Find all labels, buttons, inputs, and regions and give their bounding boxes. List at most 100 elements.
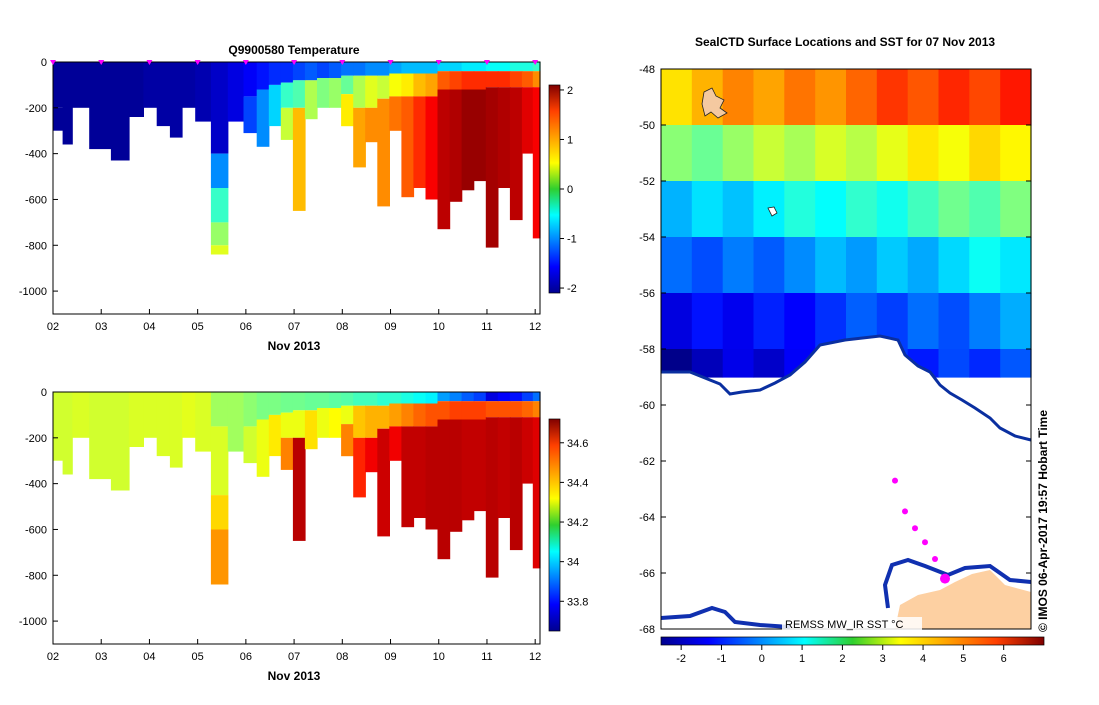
- section-cell: [353, 62, 366, 76]
- map-y-tick-label: -58: [639, 344, 655, 356]
- section-cell: [353, 437, 366, 498]
- y-tick-label: -1000: [19, 286, 47, 298]
- section-cell: [521, 401, 534, 418]
- section-cell: [377, 62, 390, 76]
- sst-cell: [691, 181, 724, 238]
- section-cell: [341, 75, 354, 94]
- x-tick-label: 05: [192, 651, 204, 663]
- section-cell: [437, 71, 451, 90]
- section-cell: [425, 403, 439, 427]
- section-cell: [377, 75, 390, 99]
- seal-position-dot: [922, 539, 928, 546]
- section-cell: [243, 62, 258, 97]
- section-cell: [509, 401, 523, 418]
- x-tick-label: 12: [529, 321, 541, 333]
- temperature-plot-frame: [52, 61, 541, 315]
- section-cell: [473, 392, 487, 402]
- section-cell: [353, 392, 366, 406]
- section-cell: [341, 94, 354, 127]
- sst-cell: [938, 69, 970, 126]
- sst-cell: [846, 125, 878, 182]
- salinity-cells: [53, 392, 541, 585]
- map-colorbar: [660, 636, 1045, 646]
- section-cell: [169, 392, 183, 468]
- section-cell: [401, 62, 415, 74]
- section-cell: [449, 62, 463, 72]
- x-tick-label: 10: [433, 321, 445, 333]
- map-colorbar-tick-label: 2: [839, 653, 845, 665]
- sst-cell: [722, 293, 755, 350]
- colorbar-tick-label: 1: [567, 134, 573, 146]
- section-cell: [461, 71, 475, 90]
- section-cell: [143, 392, 158, 438]
- section-cell: [156, 392, 171, 457]
- section-cell: [509, 87, 523, 221]
- sst-cell: [691, 125, 724, 182]
- map-colorbar-tick-label: 3: [880, 653, 886, 665]
- sst-cell: [815, 125, 847, 182]
- section-cell: [401, 426, 415, 528]
- section-cell: [210, 62, 229, 154]
- section-cell: [437, 392, 451, 402]
- section-cell: [497, 71, 511, 88]
- sst-cell: [661, 293, 693, 350]
- section-cell: [280, 392, 294, 413]
- section-cell: [110, 62, 130, 161]
- section-cell: [268, 392, 282, 415]
- section-cell: [353, 75, 366, 108]
- salinity-x-label: Nov 2013: [268, 669, 321, 683]
- section-cell: [389, 426, 402, 461]
- section-cell: [401, 96, 415, 198]
- x-tick-label: 02: [47, 651, 59, 663]
- sst-cell: [753, 125, 785, 182]
- sst-cell: [661, 69, 693, 126]
- sst-cell: [969, 125, 1001, 182]
- map-y-tick-label: -60: [639, 400, 655, 412]
- section-cell: [389, 73, 402, 97]
- sst-cell: [1000, 181, 1032, 238]
- section-cell: [449, 89, 463, 202]
- section-cell: [304, 410, 318, 450]
- seal-position-dot: [912, 525, 918, 532]
- x-tick-label: 06: [240, 651, 252, 663]
- section-cell: [268, 62, 282, 85]
- section-cell: [365, 107, 378, 143]
- section-cell: [532, 87, 541, 239]
- section-cell: [256, 392, 270, 420]
- section-cell: [169, 62, 183, 138]
- antarctic-land: [895, 570, 1031, 629]
- x-tick-label: 03: [95, 321, 107, 333]
- section-cell: [437, 62, 451, 72]
- seal-position-dot: [892, 477, 898, 484]
- map-source-label-bg: [782, 617, 922, 630]
- section-cell: [227, 62, 245, 122]
- section-cell: [53, 392, 64, 461]
- section-cell: [143, 62, 158, 108]
- y-tick-label: -600: [25, 524, 47, 536]
- colorbar-tick-label: -1: [567, 234, 577, 246]
- section-cell: [243, 426, 258, 464]
- section-cell: [497, 417, 511, 518]
- section-cell: [521, 417, 534, 484]
- section-cell: [509, 71, 523, 88]
- y-tick-label: 0: [41, 57, 47, 69]
- sst-cell: [722, 69, 755, 126]
- x-tick-label: 07: [288, 321, 300, 333]
- sst-cell: [691, 293, 724, 350]
- map-y-tick-label: -54: [639, 232, 655, 244]
- section-cell: [62, 392, 73, 475]
- section-cell: [268, 84, 282, 127]
- map-colorbar-tick-label: 5: [960, 653, 966, 665]
- section-cell: [280, 412, 294, 438]
- profile-marker: [339, 60, 346, 65]
- section-cell: [210, 222, 229, 246]
- seal-positions: [892, 477, 950, 584]
- colorbar-tick-label: 2: [567, 85, 573, 97]
- sst-cell: [661, 125, 693, 182]
- sst-cell: [907, 181, 940, 238]
- section-cell: [389, 392, 402, 404]
- profile-marker: [532, 60, 539, 65]
- section-cell: [485, 417, 499, 578]
- sst-cell: [876, 181, 909, 238]
- section-cell: [437, 89, 451, 230]
